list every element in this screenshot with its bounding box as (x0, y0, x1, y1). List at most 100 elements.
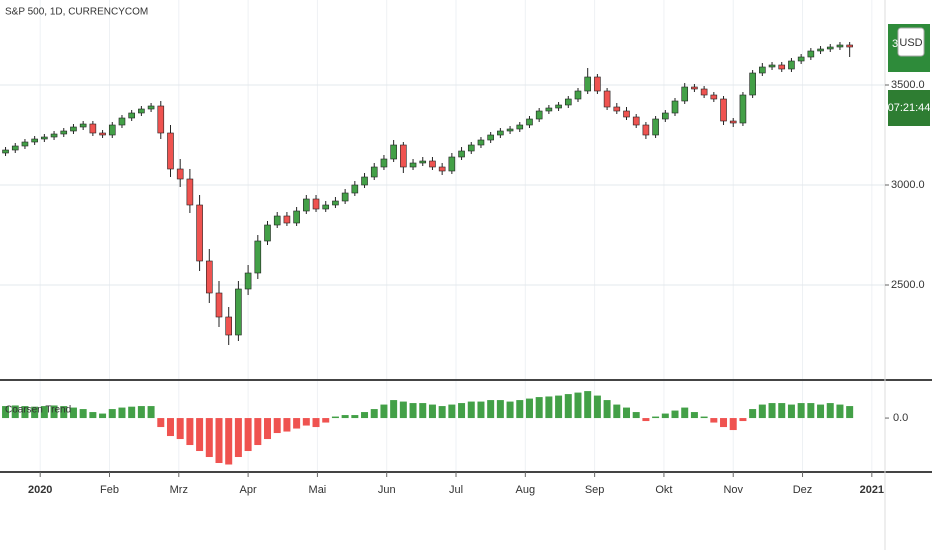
indicator-bar (555, 395, 563, 419)
candle-body (70, 126, 77, 132)
indicator-bar (205, 418, 213, 458)
indicator-bar (778, 403, 786, 419)
indicator-bar (710, 418, 718, 423)
indicator-bar (254, 418, 262, 446)
candle-body (797, 56, 805, 62)
indicator-bar (186, 418, 194, 446)
x-tick-label: Apr (240, 484, 257, 496)
indicator-bar (632, 412, 640, 419)
candle-body (623, 110, 630, 118)
indicator-bar (40, 406, 48, 419)
indicator-bar (739, 418, 747, 422)
grid (0, 0, 885, 472)
indicator-bar (331, 416, 339, 419)
x-tick-label: Jul (449, 484, 463, 496)
indicator-bar (234, 418, 242, 458)
indicator-bar (477, 401, 485, 419)
candle-body (390, 144, 397, 160)
indicator-bar (147, 406, 155, 419)
candle-body (108, 124, 116, 136)
candle-body (574, 90, 582, 100)
candle-body (167, 132, 174, 170)
indicator-bar (525, 398, 533, 419)
candle-body (729, 120, 737, 124)
candle-body (594, 76, 601, 92)
candle-body (128, 112, 135, 119)
indicator-bar (341, 415, 349, 419)
indicator-bar (817, 404, 825, 419)
candle-body (176, 168, 184, 180)
candle-body (535, 110, 543, 120)
indicator-bar (399, 401, 407, 419)
indicator-bar (390, 400, 398, 419)
candle-body (215, 292, 223, 318)
indicator-bar (419, 403, 427, 419)
candle-body (60, 130, 68, 135)
indicator-bar (196, 418, 204, 452)
indicator-bar (21, 406, 29, 419)
indicator-bar (661, 413, 669, 419)
indicator-bar (322, 418, 330, 423)
indicator-bar (31, 406, 39, 419)
candle-body (739, 94, 747, 124)
candle-body (487, 134, 494, 141)
candle-body (826, 46, 834, 50)
x-tick-label: 2020 (28, 484, 52, 496)
candle-body (419, 160, 427, 164)
candle-body (506, 128, 514, 132)
x-tick-label: Mrz (170, 484, 188, 496)
indicator-bar (2, 406, 10, 419)
indicator-bar (622, 407, 630, 419)
candle-body (759, 66, 766, 74)
candle-body (603, 90, 611, 108)
currency-label[interactable]: USD (899, 37, 922, 49)
y-tick-label: 2500.0 (891, 279, 925, 291)
indicator-bar (545, 396, 553, 419)
indicator-bar (681, 407, 689, 419)
candle-body (312, 198, 320, 210)
candle-body (555, 104, 562, 109)
candle-body (652, 118, 659, 136)
indicator-bar (652, 416, 660, 419)
indicator-bar (157, 418, 165, 428)
candle-body (41, 136, 48, 140)
x-tick-label: Sep (585, 484, 605, 496)
indicator-bar (380, 404, 388, 419)
indicator-bar (99, 413, 107, 419)
indicator-bar (487, 400, 495, 419)
candle-body (516, 124, 524, 130)
x-tick-label: Okt (655, 484, 672, 496)
candle-body (351, 184, 359, 194)
indicator-bar (264, 418, 272, 440)
indicator-bar (312, 418, 320, 428)
candle-body (332, 200, 339, 206)
candle-body (99, 132, 106, 136)
candle-body (836, 44, 844, 48)
indicator-bar (749, 409, 757, 419)
indicator-bar (118, 407, 126, 419)
candle-body (50, 133, 58, 138)
candle-body (681, 86, 689, 102)
indicator-bar (506, 401, 514, 419)
y-tick-label: 3500.0 (891, 79, 925, 91)
candle-body (632, 116, 640, 126)
candle-body (710, 94, 718, 100)
indicator-bar (584, 391, 592, 419)
indicator-bar (574, 392, 582, 419)
currency-button[interactable] (897, 27, 925, 57)
candle-body (720, 98, 727, 122)
indicator-bar (768, 403, 776, 419)
candle-body (361, 176, 368, 186)
candle-body (283, 215, 291, 224)
candle-body (79, 123, 87, 128)
candle-body (118, 117, 126, 126)
indicator-name: Coarsen Trend (5, 405, 71, 416)
indicator-bar (642, 418, 650, 422)
candle-body (438, 166, 446, 172)
candle-body (400, 144, 407, 168)
indicator-bar (11, 405, 19, 419)
x-tick-label: Nov (723, 484, 743, 496)
indicator-bar (302, 418, 310, 426)
